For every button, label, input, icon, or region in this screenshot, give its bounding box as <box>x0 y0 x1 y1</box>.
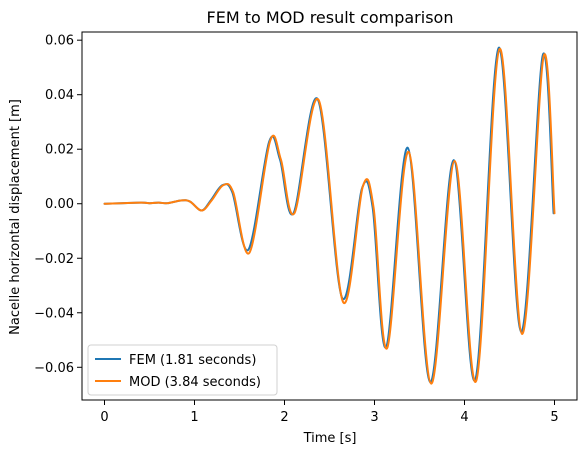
y-tick-label: 0.04 <box>45 88 74 103</box>
x-tick-label: 1 <box>190 410 198 425</box>
y-tick-label: −0.04 <box>34 306 74 321</box>
x-tick-label: 0 <box>100 410 108 425</box>
plot-area <box>103 46 556 385</box>
legend-label-mod: MOD (3.84 seconds) <box>129 375 261 390</box>
y-tick-label: 0.02 <box>45 143 74 158</box>
x-tick-label: 3 <box>370 410 378 425</box>
legend-label-fem: FEM (1.81 seconds) <box>129 353 256 368</box>
legend: FEM (1.81 seconds) MOD (3.84 seconds) <box>87 344 278 396</box>
x-axis-label: Time [s] <box>303 431 357 446</box>
legend-box <box>87 344 278 396</box>
series-line-fem <box>103 46 555 384</box>
y-axis-label: Nacelle horizontal displacement [m] <box>8 99 23 335</box>
series-lines <box>103 46 556 385</box>
x-tick-label: 4 <box>460 410 468 425</box>
plot-frame <box>81 31 578 401</box>
y-tick-label: −0.06 <box>34 361 74 376</box>
y-tick-label: −0.02 <box>34 252 74 267</box>
x-tick-label: 2 <box>280 410 288 425</box>
series-line-mod <box>103 47 556 385</box>
x-tick-label: 5 <box>550 410 558 425</box>
axes: 0 1 2 3 4 5 −0.06 −0.04 −0.02 0.00 0.02 0.04 0.06 <box>34 31 578 425</box>
chart-title: FEM to MOD result comparison <box>207 8 454 27</box>
y-tick-label: 0.00 <box>45 197 74 212</box>
y-tick-label: 0.06 <box>45 34 74 49</box>
